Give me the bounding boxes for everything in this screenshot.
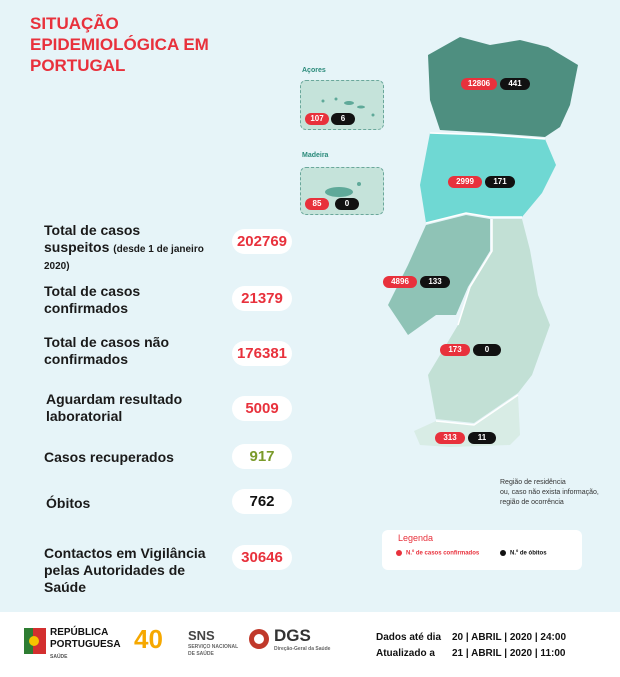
stat-value-contactos: 30646 [232,545,292,570]
infographic-panel: SITUAÇÃO EPIDEMIOLÓGICA EM PORTUGAL Tota… [0,0,620,612]
region-alentejo [428,219,550,423]
stat-label-recuperados: Casos recuperados [44,449,174,465]
stat-value-nao-confirmados: 176381 [232,341,292,366]
madeira-cases-badge: 85 [305,198,329,210]
azores-islands-icon [321,97,375,117]
dgs-logo-icon [249,629,269,649]
legend-title: Legenda [398,533,434,543]
alentejo-cases-badge: 173 [440,344,470,356]
republica-logo-icon [24,628,46,654]
alentejo-deaths-badge: 0 [473,344,501,356]
red-dot-icon [396,550,402,556]
dados-label: Dados até dia [376,632,442,643]
norte-cases-badge: 12806 [461,78,497,90]
stat-label-contactos: Contactos em Vigilância pelas Autoridade… [44,545,206,595]
lisboa-cases-badge: 4896 [383,276,417,288]
region-note: Região de residência ou, caso não exista… [500,479,599,506]
legend-cases: N.º de casos confirmados [396,550,479,557]
madeira-title: Madeira [302,152,329,159]
black-dot-icon [500,550,506,556]
dados-value: 20 | ABRIL | 2020 | 24:00 [452,632,567,643]
algarve-deaths-badge: 11 [468,432,496,444]
dgs-logo: DGS [274,626,311,645]
stat-value-obitos: 762 [232,489,292,514]
azores-cases-badge: 107 [305,113,329,125]
atualizado-value: 21 | ABRIL | 2020 | 11:00 [452,648,566,659]
saude-label: SAÚDE [50,654,68,660]
stat-label-suspeitos: Total de casos suspeitos (desde 1 de jan… [44,222,204,272]
stat-label-confirmados: Total de casos confirmados [44,283,141,316]
region-lisboa [388,215,490,335]
sns-sub1: SERVIÇO NACIONAL [188,644,239,650]
legend: Legenda N.º de casos confirmados N.º de … [382,530,582,570]
stat-label-aguardam: Aguardam resultado laboratorial [46,391,183,424]
stat-label-nao-confirmados: Total de casos não confirmados [44,334,169,367]
madeira-island-icon [325,182,361,197]
dgs-sub: Direção-Geral da Saúde [274,646,331,652]
portugal-map [388,37,578,447]
norte-deaths-badge: 441 [500,78,530,90]
sns-40-logo: 40 [134,624,163,654]
centro-cases-badge: 2999 [448,176,482,188]
footer: REPÚBLICA PORTUGUESA SAÚDE 40 SNS SERVIÇ… [0,612,620,677]
lisboa-deaths-badge: 133 [420,276,450,288]
azores-title: Açores [302,67,326,74]
centro-deaths-badge: 171 [485,176,515,188]
azores-deaths-badge: 6 [331,113,355,125]
stat-value-suspeitos: 202769 [232,229,292,254]
page-title: SITUAÇÃO EPIDEMIOLÓGICA EM PORTUGAL [30,14,209,75]
stat-label-obitos: Óbitos [46,495,91,511]
atualizado-label: Atualizado a [376,648,435,659]
stat-value-aguardam: 5009 [232,396,292,421]
stat-value-recuperados: 917 [232,444,292,469]
sns-logo: SNS [188,628,215,643]
stat-value-confirmados: 21379 [232,286,292,311]
sns-sub2: DE SAÚDE [188,651,214,657]
republica-line1: REPÚBLICA [50,627,109,638]
republica-line2: PORTUGUESA [50,639,121,650]
madeira-deaths-badge: 0 [335,198,359,210]
legend-deaths: N.º de óbitos [500,550,547,557]
algarve-cases-badge: 313 [435,432,465,444]
